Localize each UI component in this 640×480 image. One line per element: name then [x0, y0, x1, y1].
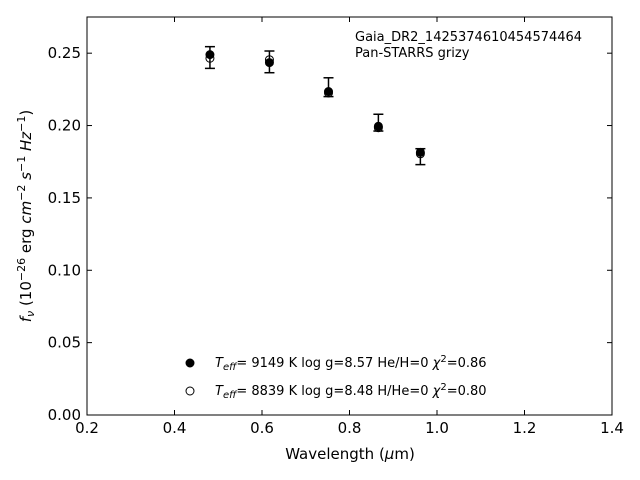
legend-marker-filled — [185, 358, 195, 368]
model-point-open — [324, 88, 333, 98]
legend-entry-1: Teff= 9149 K log g=8.57 He/H=0 χ2=0.86 — [215, 354, 487, 373]
x-tick-label: 1.4 — [600, 419, 624, 437]
annotation-survey-name: Pan-STARRS grizy — [355, 46, 470, 61]
legend-entry-1-params: = 9149 K log g=8.57 He/H=0 — [236, 356, 432, 371]
y-tick-label: 0.05 — [48, 334, 81, 352]
legend-marker-open — [185, 386, 195, 396]
x-tick-label: 0.6 — [250, 419, 274, 437]
x-tick-label: 1.2 — [513, 419, 537, 437]
legend-entry-2-params: = 8839 K log g=8.48 H/He=0 — [236, 384, 432, 399]
y-tick-label: 0.10 — [48, 261, 81, 279]
annotation-box: Gaia_DR2_1425374610454574464 Pan-STARRS … — [355, 30, 582, 61]
y-tick-label: 0.15 — [48, 189, 81, 207]
legend-entry-2-chi: =0.80 — [447, 384, 487, 399]
axis-ticks: 0.2 0.4 0.6 0.8 1.0 1.2 1.4 0.00 0.05 0.10 0.15 0.2… — [48, 17, 624, 437]
model-point-filled — [264, 58, 274, 68]
model-point-open — [373, 123, 383, 133]
y-tick-label: 0.25 — [48, 44, 81, 62]
model-point-open — [415, 149, 425, 159]
legend: Teff= 9149 K log g=8.57 He/H=0 χ2=0.86 T… — [185, 354, 487, 401]
x-tick-label: 1.0 — [425, 419, 449, 437]
model-point-open — [264, 55, 274, 65]
legend-entry-2: Teff= 8839 K log g=8.48 H/He=0 χ2=0.80 — [215, 382, 487, 401]
data-marks — [204, 45, 426, 166]
model-point-open — [205, 53, 215, 63]
y-tick-label: 0.00 — [48, 406, 81, 424]
y-tick-label: 0.20 — [48, 117, 81, 135]
legend-entry-1-chi: =0.86 — [447, 356, 487, 371]
x-axis-label: Wavelength (μm) — [285, 445, 415, 463]
annotation-source-name: Gaia_DR2_1425374610454574464 — [355, 30, 582, 45]
x-tick-label: 0.8 — [338, 419, 362, 437]
y-axis-label: fν (10−26 erg cm−2 s−1 Hz−1) — [15, 110, 37, 323]
x-tick-label: 0.4 — [163, 419, 187, 437]
x-tick-label: 0.2 — [75, 419, 99, 437]
